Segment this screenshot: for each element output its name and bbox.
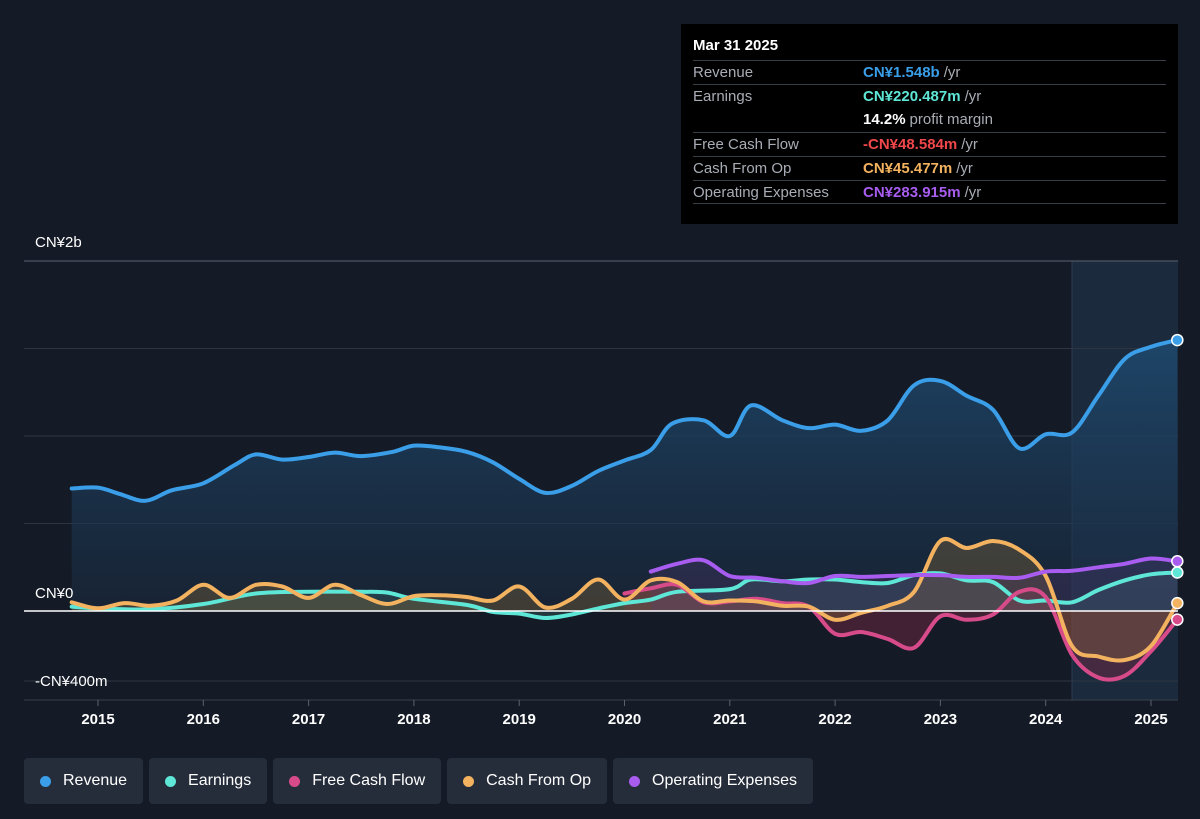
- x-tick-label: 2016: [187, 711, 220, 728]
- legend-dot-icon: [629, 775, 641, 787]
- series-area-revenue: [71, 340, 1178, 611]
- tooltip-value: 14.2%: [863, 111, 906, 128]
- tooltip-row-margin: 14.2% profit margin: [693, 108, 1166, 132]
- legend-item-operating-expenses[interactable]: Operating Expenses: [613, 758, 814, 804]
- tooltip-value: -CN¥48.584m: [863, 136, 958, 153]
- legend-label: Revenue: [63, 772, 128, 789]
- hover-tooltip: Mar 31 2025 Revenue CN¥1.548b /yr Earnin…: [681, 24, 1178, 224]
- series-line-revenue: [69, 338, 1180, 503]
- tooltip-unit: /yr: [964, 184, 982, 201]
- chart-legend: Revenue Earnings Free Cash Flow Cash Fro…: [24, 758, 814, 804]
- series-end-point-operating-expenses: [1171, 555, 1184, 568]
- series-line-operating-expenses: [648, 556, 1180, 586]
- legend-dot-icon: [40, 775, 51, 787]
- tooltip-value: CN¥1.548b: [863, 64, 940, 81]
- tooltip-row-opex: Operating Expenses CN¥283.915m /yr: [693, 180, 1166, 204]
- tooltip-unit: profit margin: [909, 111, 993, 128]
- series-line-cash-from-op: [69, 537, 1180, 663]
- x-tick-label: 2020: [608, 711, 641, 728]
- tooltip-unit: /yr: [961, 136, 978, 153]
- legend-label: Free Cash Flow: [312, 772, 426, 789]
- x-tick-label: 2017: [292, 711, 325, 728]
- x-tick-label: 2018: [397, 711, 430, 728]
- y-tick-label-zero: CN¥0: [35, 585, 74, 602]
- tooltip-row-fcf: Free Cash Flow -CN¥48.584m /yr: [693, 132, 1166, 156]
- tooltip-row-cfo: Cash From Op CN¥45.477m /yr: [693, 156, 1166, 180]
- series-end-point-earnings: [1171, 566, 1184, 579]
- legend-dot-icon: [289, 775, 301, 787]
- x-tick-label: 2019: [503, 711, 536, 728]
- tooltip-unit: /yr: [964, 88, 982, 105]
- x-tick-label: 2015: [81, 711, 114, 728]
- tooltip-label: Earnings: [693, 88, 753, 105]
- series-area-free-cash-flow: [624, 584, 1178, 680]
- tooltip-value: CN¥283.915m: [863, 184, 961, 201]
- series-area-earnings: [71, 572, 1178, 619]
- y-tick-label-top: CN¥2b: [35, 234, 82, 251]
- legend-item-earnings[interactable]: Earnings: [149, 758, 268, 804]
- legend-item-cash-from-op[interactable]: Cash From Op: [447, 758, 608, 804]
- x-tick-label: 2025: [1134, 711, 1167, 728]
- series-end-point-cash-from-op: [1171, 596, 1184, 610]
- tooltip-value: CN¥45.477m: [863, 160, 953, 177]
- tooltip-date: Mar 31 2025: [693, 37, 779, 54]
- series-end-point-revenue: [1171, 333, 1184, 347]
- legend-item-free-cash-flow[interactable]: Free Cash Flow: [273, 758, 442, 804]
- tooltip-label: Free Cash Flow: [693, 136, 799, 153]
- tooltip-unit: /yr: [956, 160, 973, 177]
- tooltip-label: Cash From Op: [693, 160, 792, 177]
- series-end-point-free-cash-flow: [1171, 613, 1184, 626]
- legend-label: Earnings: [188, 772, 252, 789]
- legend-label: Operating Expenses: [652, 772, 798, 789]
- tooltip-label: Operating Expenses: [693, 184, 829, 201]
- tooltip-label: Revenue: [693, 64, 754, 81]
- y-tick-label-bottom: -CN¥400m: [35, 673, 108, 690]
- x-tick-label: 2023: [924, 711, 957, 728]
- tooltip-unit: /yr: [943, 64, 961, 81]
- x-tick-label: 2022: [818, 711, 851, 728]
- legend-item-revenue[interactable]: Revenue: [24, 758, 144, 804]
- tooltip-label: [693, 108, 863, 132]
- x-tick-label: 2021: [713, 711, 746, 728]
- x-tick-label: 2024: [1029, 711, 1063, 728]
- tooltip-row-revenue: Revenue CN¥1.548b /yr: [693, 60, 1166, 84]
- legend-label: Cash From Op: [486, 772, 592, 789]
- tooltip-value: CN¥220.487m: [863, 88, 961, 105]
- tooltip-row-earnings: Earnings CN¥220.487m /yr: [693, 84, 1166, 108]
- legend-dot-icon: [165, 775, 177, 787]
- legend-dot-icon: [463, 775, 475, 787]
